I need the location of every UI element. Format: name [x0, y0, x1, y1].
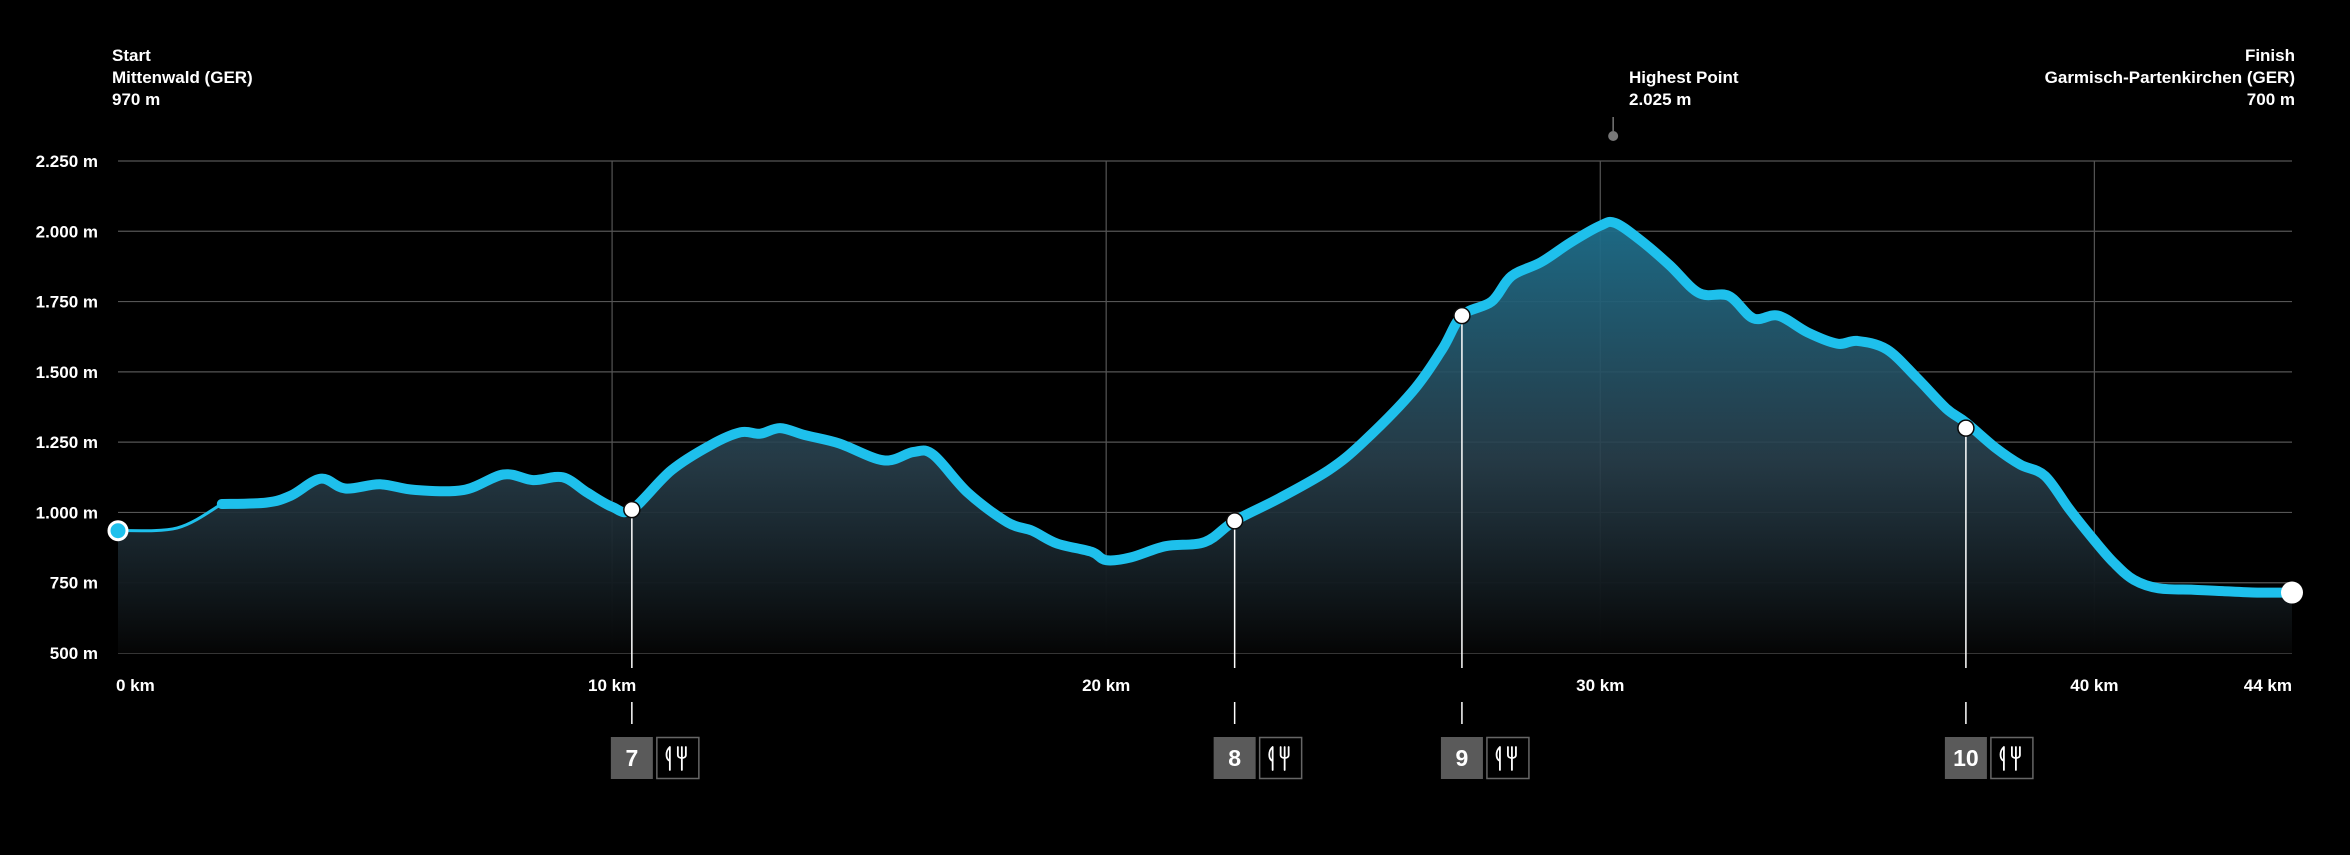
finish-marker: [2281, 581, 2303, 604]
y-tick-label: 1.250 m: [36, 433, 98, 452]
station-number-box: [610, 737, 653, 779]
station-icon-box: [1990, 736, 2034, 780]
marker-layer: [107, 117, 2303, 604]
station-icon-box: [1258, 736, 1303, 780]
elevation-area: [118, 221, 2292, 653]
y-tick-label: 750 m: [50, 574, 98, 593]
highest-point-label: Highest Point: [1629, 68, 1739, 87]
fork-shape: [1279, 746, 1290, 771]
aid-station: 10: [1944, 419, 2034, 780]
finish-elevation: 700 m: [2246, 90, 2295, 109]
fork-knife-icon: [665, 746, 687, 771]
x-tick-label: 0 km: [116, 676, 155, 695]
fork-shape: [2011, 746, 2021, 771]
station-number: 9: [1456, 745, 1469, 771]
aid-station: 8: [1213, 512, 1303, 780]
y-tick-label: 2.250 m: [36, 152, 98, 171]
start-place: Mittenwald (GER): [112, 68, 253, 87]
y-tick-label: 500 m: [50, 644, 98, 663]
fork-shape: [676, 746, 687, 771]
highest-point-dot: [1608, 131, 1619, 141]
station-number-box: [1440, 737, 1483, 779]
knife-shape: [1495, 746, 1501, 771]
highest-point-header: Highest Point 2.025 m: [1629, 67, 1739, 111]
station-icon-box: [1486, 736, 1530, 780]
x-tick-label: 10 km: [588, 676, 636, 695]
fork-knife-icon: [1495, 746, 1517, 771]
fork-knife-icon: [1268, 746, 1290, 771]
fork-shape: [1507, 746, 1517, 771]
axis-labels: 500 m 750 m 1.000 m 1.250 m 1.500 m 1.750 m 2.…: [36, 152, 2292, 695]
start-label: Start: [112, 46, 151, 65]
aid-stations: 7 8 9 10: [610, 306, 2034, 780]
station-number: 8: [1228, 745, 1241, 771]
y-tick-label: 1.500 m: [36, 363, 98, 382]
aid-station: 7: [610, 500, 700, 780]
x-tick-label: 30 km: [1576, 676, 1624, 695]
y-tick-label: 2.000 m: [36, 222, 98, 241]
start-marker: [107, 520, 129, 542]
station-dot: [623, 500, 641, 519]
highest-point-elevation: 2.025 m: [1629, 90, 1692, 109]
station-number-box: [1944, 737, 1987, 779]
station-dot: [1957, 419, 1975, 437]
station-dot: [1225, 512, 1244, 530]
station-number-box: [1213, 737, 1256, 779]
finish-header: Finish Garmisch-Partenkirchen (GER) 700 …: [2045, 45, 2295, 111]
station-icon-box: [656, 736, 700, 780]
knife-shape: [665, 746, 671, 771]
finish-place: Garmisch-Partenkirchen (GER): [2044, 68, 2295, 87]
y-tick-label: 1.000 m: [36, 503, 98, 522]
station-number: 7: [625, 745, 638, 771]
fork-knife-icon: [1999, 746, 2021, 771]
elevation-line-start: [116, 502, 224, 533]
start-elevation: 970 m: [112, 90, 161, 109]
x-tick-label: 40 km: [2070, 676, 2118, 695]
x-tick-label: 44 km: [2244, 676, 2292, 695]
knife-shape: [1268, 746, 1274, 771]
x-tick-label: 20 km: [1082, 676, 1130, 695]
y-tick-label: 1.750 m: [36, 293, 98, 312]
knife-shape: [1999, 746, 2005, 771]
start-header: Start Mittenwald (GER) 970 m: [112, 45, 253, 111]
finish-label: Finish: [2244, 46, 2295, 65]
station-dot: [1453, 306, 1471, 325]
aid-station: 9: [1440, 306, 1530, 780]
station-number: 10: [1953, 745, 1979, 771]
